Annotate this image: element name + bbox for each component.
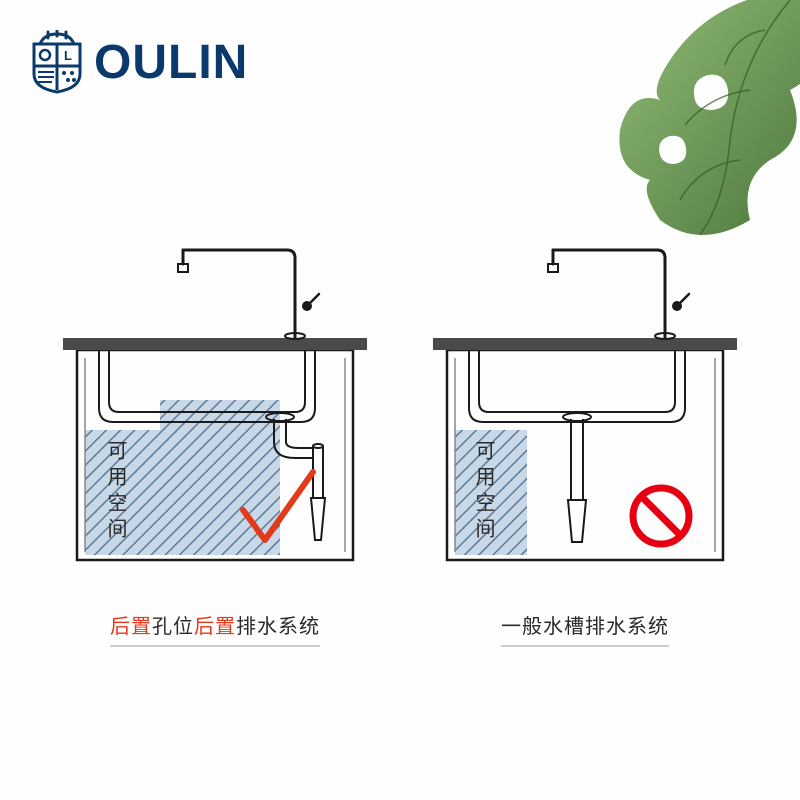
- caption-right: 一般水槽排水系统: [501, 610, 669, 647]
- brand-name: OULIN: [94, 35, 248, 90]
- sink-diagram-rear-drain: 可用空间: [55, 240, 375, 580]
- brand-logo: L OULIN: [30, 30, 248, 94]
- logo-shield-icon: L: [30, 30, 84, 94]
- svg-text:L: L: [64, 48, 72, 63]
- diagram-right: 可用空间 一般水槽排水系统: [425, 240, 745, 647]
- usable-space-label: 可用空间: [472, 440, 495, 544]
- leaf-decoration-icon: [590, 0, 800, 260]
- comparison-row: 可用空间 后置孔位后置排水系统: [0, 240, 800, 647]
- diagram-left: 可用空间 后置孔位后置排水系统: [55, 240, 375, 647]
- usable-space-label: 可用空间: [104, 440, 127, 544]
- no-icon: [633, 488, 689, 544]
- caption-left: 后置孔位后置排水系统: [110, 610, 320, 647]
- sink-diagram-standard-drain: 可用空间: [425, 240, 745, 580]
